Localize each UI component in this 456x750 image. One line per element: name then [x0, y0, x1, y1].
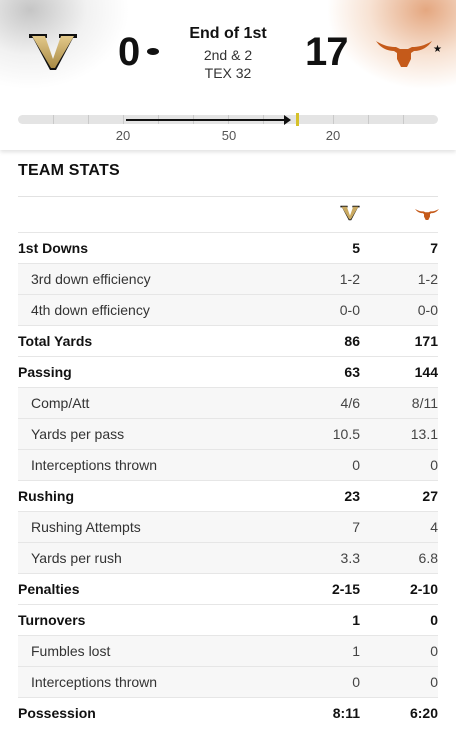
stat-away-value: 86 — [344, 333, 360, 349]
stat-label: Interceptions thrown — [31, 457, 158, 473]
stat-label: Penalties — [18, 581, 80, 597]
stat-away-value: 63 — [344, 364, 360, 380]
stat-home-value: 1-2 — [417, 271, 438, 287]
yard-label-midfield: 50 — [221, 128, 237, 143]
drive-arrow-icon — [284, 115, 291, 125]
yard-label-right-20: 20 — [325, 128, 341, 143]
stat-away-value: 2-15 — [331, 581, 360, 597]
stat-label: Passing — [18, 364, 72, 380]
vanderbilt-v-logo-icon — [340, 205, 360, 221]
game-period: End of 1st — [189, 25, 267, 42]
stat-home-value: 27 — [422, 488, 438, 504]
yard-label-left-20: 20 — [115, 128, 131, 143]
game-status: End of 1st 2nd & 2 TEX 32 — [168, 24, 288, 82]
stat-label: Turnovers — [18, 612, 86, 628]
stat-row: 1st Downs 5 7 — [18, 232, 438, 263]
home-team-color-glow — [326, 0, 456, 90]
stat-subrow: Yards per pass 10.5 13.1 — [18, 418, 438, 449]
stat-home-value: 0 — [430, 674, 438, 690]
stat-label: Yards per rush — [31, 550, 122, 566]
stat-row: Possession 8:11 6:20 — [18, 697, 438, 728]
stat-label: 1st Downs — [18, 240, 89, 256]
stat-home-value: 2-10 — [409, 581, 438, 597]
stat-subrow: Rushing Attempts 7 4 — [18, 511, 438, 542]
stat-home-value: 8/11 — [411, 395, 438, 411]
home-team-score: 17 — [305, 30, 348, 74]
yard-tick — [403, 115, 404, 124]
down-and-distance: 2nd & 2 — [203, 47, 253, 63]
stat-away-value: 8:11 — [332, 705, 360, 721]
drive-progress-line — [126, 119, 286, 121]
stat-label: 4th down efficiency — [31, 302, 150, 318]
stat-home-value: 0 — [430, 643, 438, 659]
away-team-score: 0 — [118, 30, 140, 74]
stat-label: Fumbles lost — [31, 643, 111, 659]
first-down-marker — [296, 113, 299, 126]
stat-subrow: Interceptions thrown 0 0 — [18, 449, 438, 480]
football-possession-icon — [147, 48, 159, 55]
stat-label: Rushing — [18, 488, 74, 504]
vanderbilt-v-logo-icon[interactable] — [28, 32, 78, 72]
stat-subrow: Comp/Att 4/6 8/11 — [18, 387, 438, 418]
stat-subrow: Yards per rush 3.3 6.8 — [18, 542, 438, 573]
stat-home-value: 0 — [430, 457, 438, 473]
stat-away-value: 23 — [344, 488, 360, 504]
stat-label: Yards per pass — [31, 426, 125, 442]
stat-row: Rushing 23 27 — [18, 480, 438, 511]
yard-tick — [53, 115, 54, 124]
ball-spot: TEX 32 — [204, 65, 252, 81]
stat-home-value: 0-0 — [417, 302, 438, 318]
stat-row: Total Yards 86 171 — [18, 325, 438, 356]
stat-home-value: 171 — [414, 333, 438, 349]
yard-tick — [88, 115, 89, 124]
stat-away-value: 10.5 — [332, 426, 360, 442]
rank-star-icon: ★ — [433, 44, 442, 55]
stat-label: Comp/Att — [31, 395, 90, 411]
stat-away-value: 0-0 — [339, 302, 360, 318]
team-stats-title: TEAM STATS — [18, 162, 120, 179]
stat-home-value: 7 — [430, 240, 438, 256]
divider — [18, 196, 438, 197]
stat-label: Total Yards — [18, 333, 93, 349]
stat-home-value: 0 — [430, 612, 438, 628]
stat-away-value: 1 — [352, 643, 360, 659]
stat-home-value: 6:20 — [409, 705, 438, 721]
texas-longhorn-logo-icon[interactable] — [376, 37, 432, 69]
stat-label: Possession — [18, 705, 96, 721]
stat-home-value: 4 — [430, 519, 438, 535]
stat-subrow: 3rd down efficiency 1-2 1-2 — [18, 263, 438, 294]
stat-away-value: 7 — [352, 519, 360, 535]
stat-home-value: 6.8 — [418, 550, 438, 566]
stat-subrow: Fumbles lost 1 0 — [18, 635, 438, 666]
stat-away-value: 0 — [352, 457, 360, 473]
stat-away-value: 3.3 — [340, 550, 360, 566]
stat-label: Rushing Attempts — [31, 519, 141, 535]
stat-away-value: 4/6 — [340, 395, 360, 411]
yard-tick — [368, 115, 369, 124]
yard-tick — [333, 115, 334, 124]
stat-label: 3rd down efficiency — [31, 271, 151, 287]
stat-row: Turnovers 1 0 — [18, 604, 438, 635]
stat-home-value: 13.1 — [410, 426, 438, 442]
stat-away-value: 1-2 — [339, 271, 360, 287]
stat-away-value: 1 — [352, 612, 360, 628]
yard-tick — [123, 115, 124, 124]
stat-away-value: 0 — [352, 674, 360, 690]
scoreboard-header: 0 End of 1st 2nd & 2 TEX 32 17 ★ 20 50 2… — [0, 0, 456, 150]
stat-subrow: 4th down efficiency 0-0 0-0 — [18, 294, 438, 325]
stat-row: Passing 63 144 — [18, 356, 438, 387]
texas-longhorn-logo-icon — [415, 208, 439, 220]
stat-label: Interceptions thrown — [31, 674, 158, 690]
stat-away-value: 5 — [352, 240, 360, 256]
team-stats-table: 1st Downs 5 7 3rd down efficiency 1-2 1-2 4th … — [0, 232, 456, 728]
stat-row: Penalties 2-15 2-10 — [18, 573, 438, 604]
stat-home-value: 144 — [414, 364, 438, 380]
stat-subrow: Interceptions thrown 0 0 — [18, 666, 438, 697]
